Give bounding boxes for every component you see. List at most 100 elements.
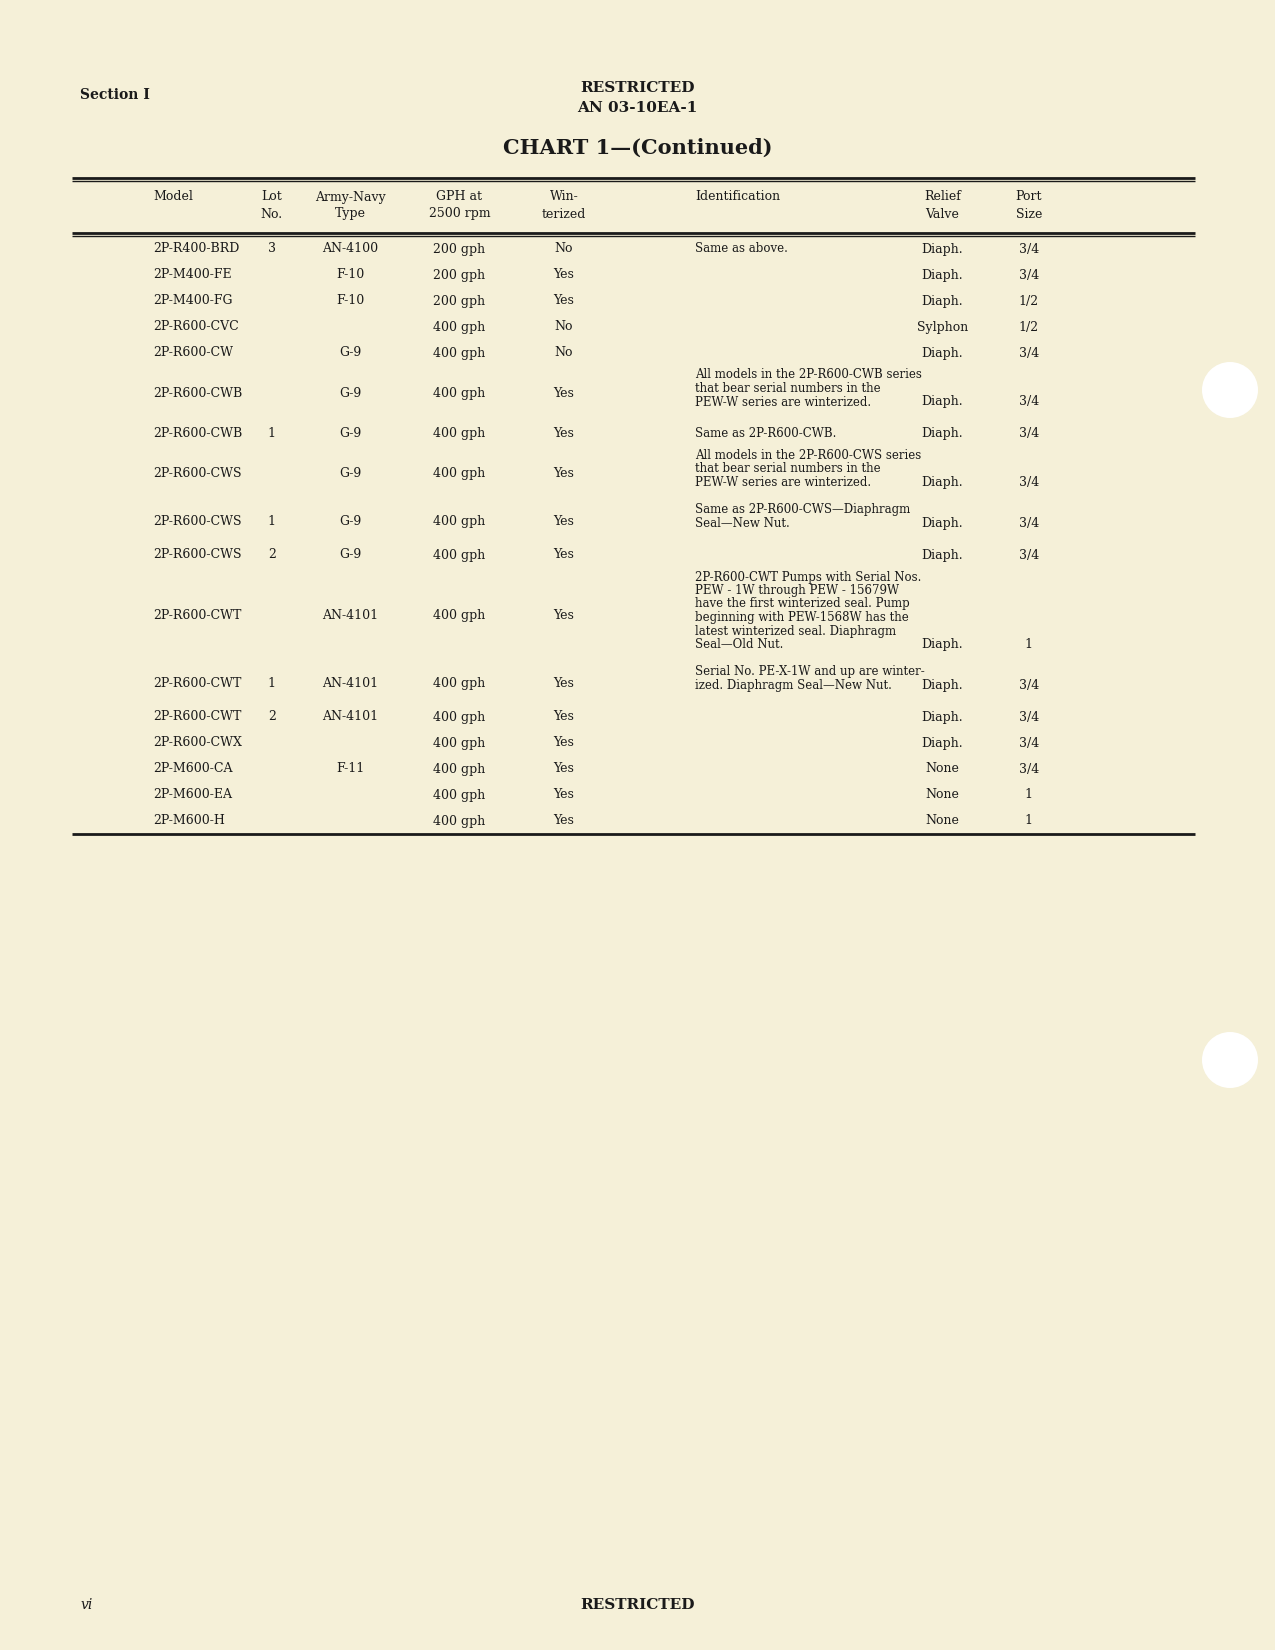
Text: G-9: G-9 xyxy=(339,386,362,399)
Circle shape xyxy=(1202,361,1258,417)
Text: Yes: Yes xyxy=(553,294,574,307)
Text: G-9: G-9 xyxy=(339,427,362,441)
Text: 200 gph: 200 gph xyxy=(434,269,486,282)
Text: latest winterized seal. Diaphragm: latest winterized seal. Diaphragm xyxy=(695,624,896,637)
Text: 2P-R600-CWT: 2P-R600-CWT xyxy=(153,609,241,622)
Text: 2P-M400-FE: 2P-M400-FE xyxy=(153,269,232,282)
Text: 2P-R600-CWT: 2P-R600-CWT xyxy=(153,676,241,690)
Text: 400 gph: 400 gph xyxy=(434,736,486,749)
Text: Yes: Yes xyxy=(553,676,574,690)
Text: PEW - 1W through PEW - 15679W: PEW - 1W through PEW - 15679W xyxy=(695,584,899,597)
Text: 2P-M600-EA: 2P-M600-EA xyxy=(153,789,232,802)
Text: 2P-R600-CVC: 2P-R600-CVC xyxy=(153,320,238,333)
Text: Yes: Yes xyxy=(553,515,574,528)
Text: 2P-R600-CWB: 2P-R600-CWB xyxy=(153,386,242,399)
Text: Yes: Yes xyxy=(553,548,574,561)
Text: 400 gph: 400 gph xyxy=(434,548,486,561)
Text: AN-4101: AN-4101 xyxy=(323,676,379,690)
Text: CHART 1—(Continued): CHART 1—(Continued) xyxy=(502,139,773,158)
Text: Identification: Identification xyxy=(695,190,780,203)
Text: 2: 2 xyxy=(268,548,275,561)
Text: 2P-M600-CA: 2P-M600-CA xyxy=(153,762,232,776)
Text: G-9: G-9 xyxy=(339,515,362,528)
Text: None: None xyxy=(926,762,959,776)
Text: Same as 2P-R600-CWB.: Same as 2P-R600-CWB. xyxy=(695,427,836,441)
Text: 3/4: 3/4 xyxy=(1019,346,1039,360)
Text: 3/4: 3/4 xyxy=(1019,762,1039,776)
Text: No: No xyxy=(555,346,574,360)
Text: Diaph.: Diaph. xyxy=(922,475,963,488)
Text: 1: 1 xyxy=(268,676,275,690)
Text: Diaph.: Diaph. xyxy=(922,639,963,652)
Circle shape xyxy=(1202,1031,1258,1087)
Text: All models in the 2P-R600-CWB series: All models in the 2P-R600-CWB series xyxy=(695,368,922,381)
Text: Diaph.: Diaph. xyxy=(922,736,963,749)
Text: Serial No. PE-X-1W and up are winter-: Serial No. PE-X-1W and up are winter- xyxy=(695,665,926,678)
Text: Diaph.: Diaph. xyxy=(922,548,963,561)
Text: 1: 1 xyxy=(1025,639,1033,652)
Text: No.: No. xyxy=(261,208,283,221)
Text: 400 gph: 400 gph xyxy=(434,427,486,441)
Text: Seal—Old Nut.: Seal—Old Nut. xyxy=(695,639,784,652)
Text: Yes: Yes xyxy=(553,467,574,480)
Text: 2P-R600-CWX: 2P-R600-CWX xyxy=(153,736,242,749)
Text: F-10: F-10 xyxy=(337,294,365,307)
Text: 3/4: 3/4 xyxy=(1019,475,1039,488)
Text: 2P-R600-CWB: 2P-R600-CWB xyxy=(153,427,242,441)
Text: that bear serial numbers in the: that bear serial numbers in the xyxy=(695,383,881,394)
Text: 1: 1 xyxy=(268,427,275,441)
Text: Port: Port xyxy=(1016,190,1042,203)
Text: have the first winterized seal. Pump: have the first winterized seal. Pump xyxy=(695,597,910,610)
Text: Diaph.: Diaph. xyxy=(922,269,963,282)
Text: PEW-W series are winterized.: PEW-W series are winterized. xyxy=(695,475,871,488)
Text: 400 gph: 400 gph xyxy=(434,346,486,360)
Text: PEW-W series are winterized.: PEW-W series are winterized. xyxy=(695,396,871,409)
Text: ized. Diaphragm Seal—New Nut.: ized. Diaphragm Seal—New Nut. xyxy=(695,680,892,691)
Text: 2P-R600-CWS: 2P-R600-CWS xyxy=(153,548,241,561)
Text: GPH at: GPH at xyxy=(436,190,482,203)
Text: 400 gph: 400 gph xyxy=(434,467,486,480)
Text: Yes: Yes xyxy=(553,815,574,828)
Text: 3: 3 xyxy=(268,243,275,256)
Text: AN-4100: AN-4100 xyxy=(323,243,379,256)
Text: Diaph.: Diaph. xyxy=(922,294,963,307)
Text: Valve: Valve xyxy=(926,208,959,221)
Text: Yes: Yes xyxy=(553,386,574,399)
Text: 2P-R600-CWT Pumps with Serial Nos.: 2P-R600-CWT Pumps with Serial Nos. xyxy=(695,571,922,584)
Text: AN-4101: AN-4101 xyxy=(323,711,379,723)
Text: F-11: F-11 xyxy=(337,762,365,776)
Text: 2P-R600-CW: 2P-R600-CW xyxy=(153,346,233,360)
Text: Army-Navy: Army-Navy xyxy=(315,190,386,203)
Text: 1/2: 1/2 xyxy=(1019,320,1039,333)
Text: 3/4: 3/4 xyxy=(1019,680,1039,691)
Text: RESTRICTED: RESTRICTED xyxy=(580,81,695,96)
Text: 400 gph: 400 gph xyxy=(434,515,486,528)
Text: 400 gph: 400 gph xyxy=(434,815,486,828)
Text: Diaph.: Diaph. xyxy=(922,346,963,360)
Text: 1: 1 xyxy=(268,515,275,528)
Text: G-9: G-9 xyxy=(339,467,362,480)
Text: Seal—New Nut.: Seal—New Nut. xyxy=(695,516,790,530)
Text: G-9: G-9 xyxy=(339,346,362,360)
Text: 400 gph: 400 gph xyxy=(434,762,486,776)
Text: Yes: Yes xyxy=(553,427,574,441)
Text: beginning with PEW-1568W has the: beginning with PEW-1568W has the xyxy=(695,610,909,624)
Text: RESTRICTED: RESTRICTED xyxy=(580,1597,695,1612)
Text: F-10: F-10 xyxy=(337,269,365,282)
Text: 2P-R600-CWS: 2P-R600-CWS xyxy=(153,515,241,528)
Text: Same as above.: Same as above. xyxy=(695,243,788,256)
Text: 2P-R600-CWS: 2P-R600-CWS xyxy=(153,467,241,480)
Text: terized: terized xyxy=(542,208,586,221)
Text: 3/4: 3/4 xyxy=(1019,548,1039,561)
Text: 400 gph: 400 gph xyxy=(434,320,486,333)
Text: G-9: G-9 xyxy=(339,548,362,561)
Text: AN-4101: AN-4101 xyxy=(323,609,379,622)
Text: 2P-R600-CWT: 2P-R600-CWT xyxy=(153,711,241,723)
Text: Diaph.: Diaph. xyxy=(922,711,963,723)
Text: Type: Type xyxy=(335,208,366,221)
Text: Yes: Yes xyxy=(553,762,574,776)
Text: Diaph.: Diaph. xyxy=(922,680,963,691)
Text: Diaph.: Diaph. xyxy=(922,243,963,256)
Text: vi: vi xyxy=(80,1597,92,1612)
Text: 3/4: 3/4 xyxy=(1019,516,1039,530)
